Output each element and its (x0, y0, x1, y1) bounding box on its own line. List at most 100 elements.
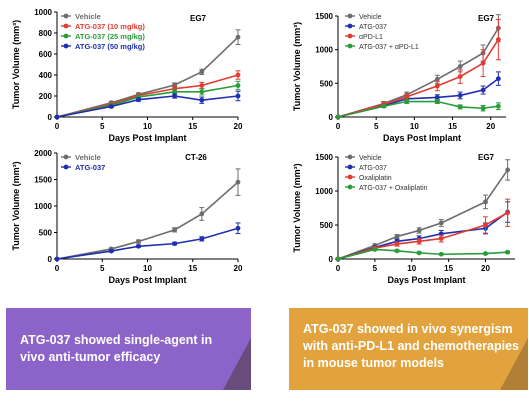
series-line (56, 227, 239, 260)
data-point (54, 114, 60, 120)
data-point (416, 228, 422, 233)
legend-label: Vehicle (359, 155, 382, 162)
banner-stripe-decoration (500, 338, 528, 390)
synergism-banner-text: ATG-037 showed in vivo synergism with an… (303, 322, 520, 370)
single-agent-banner: ATG-037 showed single-agent in vivo anti… (6, 308, 251, 390)
y-tick-label: 1500 (34, 176, 52, 185)
data-point (495, 37, 501, 42)
x-tick-label: 5 (374, 122, 379, 131)
legend-swatch-marker (63, 154, 69, 160)
series-group (54, 168, 241, 262)
tumor-model-label: EG7 (478, 153, 495, 162)
legend-label: ATG-037 (25 mg/kg) (75, 32, 145, 41)
data-point (394, 248, 400, 254)
x-tick-label: 20 (234, 122, 243, 131)
chart-panel: 0 500 1000 1500 0 5 10 15 20 Days Post Implant Tum… (292, 12, 506, 143)
data-point (434, 95, 440, 100)
x-tick-label: 0 (55, 122, 60, 131)
data-point (235, 179, 241, 185)
data-point (480, 87, 486, 93)
y-tick-label: 1000 (315, 187, 333, 196)
x-axis-label: Days Post Implant (108, 133, 186, 143)
x-tick-label: 0 (55, 264, 60, 273)
legend-label: Vehicle (359, 14, 382, 21)
data-point (172, 241, 178, 247)
series-line (337, 27, 500, 118)
y-tick-label: 500 (39, 229, 53, 238)
data-point (457, 64, 463, 69)
data-point (404, 99, 410, 104)
legend-swatch-marker (347, 154, 353, 160)
legend-swatch-marker (63, 164, 69, 170)
x-tick-label: 20 (234, 264, 243, 273)
data-point (505, 249, 511, 255)
legend-label: ATG-037 (10 mg/kg) (75, 22, 145, 31)
y-axis-label: Tumor Volume (mm³) (292, 22, 302, 111)
x-tick-label: 5 (373, 264, 378, 273)
legend-swatch-marker (63, 23, 69, 29)
x-tick-label: 0 (336, 264, 341, 273)
single-agent-banner-text: ATG-037 showed single-agent in vivo anti… (20, 333, 213, 364)
y-tick-label: 0 (329, 113, 334, 122)
data-point (438, 236, 444, 242)
series-group (335, 247, 511, 262)
legend-label: ATG-037 (359, 24, 387, 31)
data-point (483, 251, 488, 256)
x-axis-label: Days Post Implant (387, 275, 465, 285)
legend-label: ATG-037 (50 mg/kg) (75, 42, 145, 51)
data-point (199, 97, 205, 103)
x-tick-label: 15 (444, 264, 453, 273)
series-line (56, 181, 239, 260)
legend-swatch-marker (63, 13, 69, 19)
x-tick-label: 15 (188, 122, 197, 131)
tumor-model-label: EG7 (190, 14, 207, 23)
data-point (457, 74, 463, 79)
legend-label: Vehicle (75, 153, 101, 162)
legend-label: ATG-037 + αPD-L1 (359, 44, 419, 51)
y-tick-label: 0 (329, 255, 334, 264)
legend-swatch-marker (347, 164, 353, 170)
x-tick-label: 0 (336, 122, 341, 131)
data-point (199, 83, 205, 88)
data-point (381, 103, 387, 109)
x-tick-label: 10 (143, 122, 152, 131)
banner-stripe-decoration (223, 338, 251, 390)
series-group (54, 80, 241, 120)
data-point (199, 89, 205, 95)
y-tick-label: 1000 (34, 202, 52, 211)
legend-label: Oxaliplatin (359, 175, 392, 182)
data-point (457, 104, 463, 110)
y-tick-label: 1500 (315, 153, 333, 162)
x-tick-label: 15 (188, 264, 197, 273)
data-point (495, 76, 501, 82)
legend-label: ATG-037 + Oxaliplatin (359, 185, 428, 192)
data-point (404, 94, 410, 100)
chart-panel: 0 500 1000 1500 0 5 10 15 20 Days Post Implant Tum… (292, 153, 515, 285)
tumor-model-label: EG7 (478, 14, 495, 23)
data-point (394, 241, 400, 247)
data-point (483, 222, 488, 228)
y-axis-label: Tumor Volume (mm³) (11, 20, 21, 109)
data-point (136, 97, 141, 103)
chart-panel: 0 200 400 600 800 1000 0 5 10 15 20 Days Post Impla… (11, 8, 243, 143)
legend-swatch-marker (347, 174, 353, 180)
data-point (172, 93, 178, 99)
chart-panel: 0 500 1000 1500 2000 0 5 10 15 20 Days Post Implan… (11, 149, 243, 285)
data-point (480, 105, 486, 111)
data-point (505, 210, 511, 216)
y-tick-label: 600 (39, 50, 53, 59)
legend-label: ATG-037 (359, 165, 387, 172)
data-point (483, 199, 488, 205)
y-tick-label: 800 (39, 29, 53, 38)
data-point (434, 99, 440, 104)
x-axis-label: Days Post Implant (108, 275, 186, 285)
series-line (337, 39, 500, 118)
legend-label: ATG-037 (75, 163, 105, 172)
legend-label: Vehicle (75, 12, 101, 21)
data-point (416, 238, 422, 244)
x-tick-label: 10 (143, 264, 152, 273)
x-tick-label: 5 (100, 122, 105, 131)
data-point (335, 114, 341, 120)
